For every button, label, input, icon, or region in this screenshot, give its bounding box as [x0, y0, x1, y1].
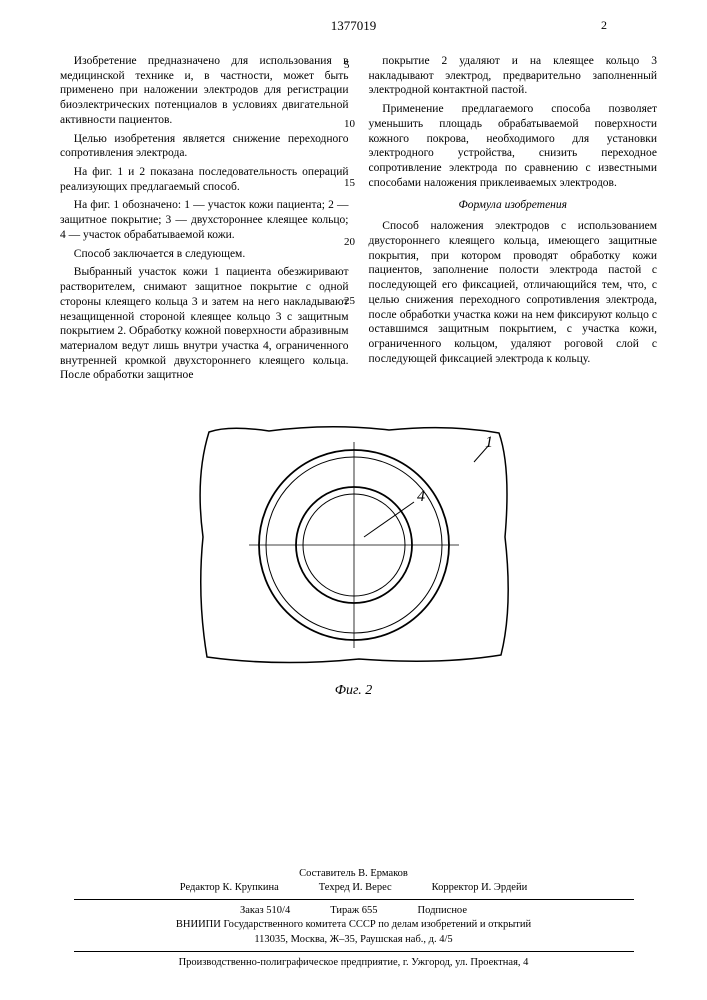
- tech-editor: Техред И. Верес: [319, 881, 392, 895]
- divider: [74, 951, 634, 952]
- line-ref: 25: [344, 296, 355, 307]
- paragraph: Способ заключается в следующем.: [60, 247, 349, 262]
- footer-block: Составитель В. Ермаков Редактор К. Крупк…: [0, 867, 707, 970]
- order-number: Заказ 510/4: [240, 904, 290, 918]
- right-column: покрытие 2 удаляют и на клеящее кольцо 3…: [369, 54, 658, 387]
- paragraph: Выбранный участок кожи 1 пациента обезжи…: [60, 265, 349, 383]
- left-column: Изобретение предназначено для использова…: [60, 54, 349, 387]
- subscription: Подписное: [418, 904, 467, 918]
- figure-svg: 14: [189, 417, 519, 672]
- address: 113035, Москва, Ж–35, Раушская наб., д. …: [0, 933, 707, 947]
- formula-heading: Формула изобретения: [369, 198, 658, 213]
- line-ref: 5: [344, 60, 355, 71]
- line-ref: 20: [344, 237, 355, 248]
- compiler: Составитель В. Ермаков: [0, 867, 707, 881]
- figure-caption: Фиг. 2: [0, 683, 707, 699]
- printer: Производственно-полиграфическое предприя…: [0, 956, 707, 970]
- divider: [74, 899, 634, 900]
- paragraph: Способ наложения электродов с использова…: [369, 219, 658, 366]
- page-number: 2: [601, 18, 607, 33]
- organization: ВНИИПИ Государственного комитета СССР по…: [0, 918, 707, 932]
- paragraph: На фиг. 1 и 2 показана последовательност…: [60, 165, 349, 194]
- svg-text:1: 1: [485, 434, 493, 451]
- tirazh: Тираж 655: [330, 904, 377, 918]
- figure-2: 14 Фиг. 2: [0, 417, 707, 699]
- paragraph: Изобретение предназначено для использова…: [60, 54, 349, 128]
- paragraph: Целью изобретения является снижение пере…: [60, 132, 349, 161]
- line-ref: 10: [344, 119, 355, 130]
- paragraph: Применение предлагаемого способа позволя…: [369, 102, 658, 190]
- line-ref: 15: [344, 178, 355, 189]
- editor: Редактор К. Крупкина: [180, 881, 279, 895]
- paragraph: покрытие 2 удаляют и на клеящее кольцо 3…: [369, 54, 658, 98]
- corrector: Корректор И. Эрдейи: [432, 881, 528, 895]
- line-number-gutter: 5 10 15 20 25: [344, 60, 355, 355]
- paragraph: На фиг. 1 обозначено: 1 — участок кожи п…: [60, 198, 349, 242]
- svg-text:4: 4: [417, 488, 425, 505]
